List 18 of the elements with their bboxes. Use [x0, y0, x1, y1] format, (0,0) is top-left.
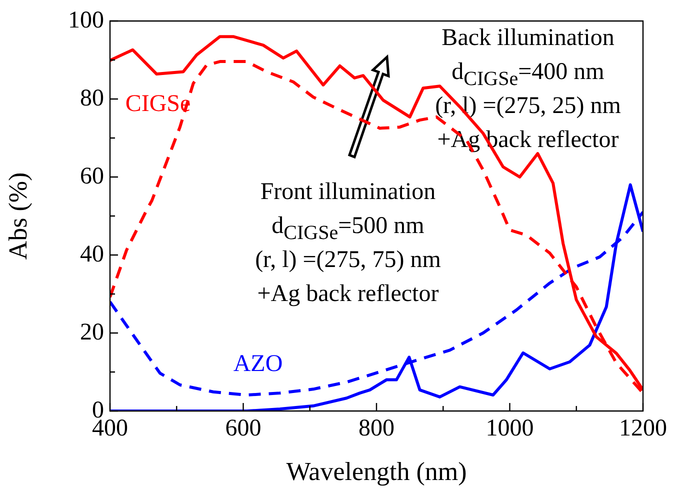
- y-tick-label: 100: [68, 7, 104, 34]
- annotation: (r, l) =(275, 75) nm: [255, 246, 441, 274]
- y-tick-label: 60: [80, 163, 104, 190]
- x-tick-label: 1200: [619, 416, 667, 442]
- y-tick-label: 20: [80, 319, 104, 346]
- y-axis-title: Abs (%): [3, 172, 32, 260]
- annotation: AZO: [233, 350, 283, 378]
- annotation: d$_{CIGSe}$=500 nm: [272, 212, 424, 246]
- annotation: Front illumination: [260, 178, 436, 206]
- y-tick-label: 80: [80, 85, 104, 112]
- annotation: Back illumination: [442, 24, 614, 52]
- x-tick-label: 800: [358, 416, 394, 442]
- annotation: +Ag back reflector: [257, 280, 439, 308]
- x-tick-label: 1000: [486, 416, 534, 442]
- y-tick-label: 40: [80, 241, 104, 268]
- x-tick-label: 600: [225, 416, 262, 442]
- x-axis-title: Wavelength (nm): [286, 457, 467, 486]
- annotation: d$_{CIGSe}$=400 nm: [452, 58, 604, 92]
